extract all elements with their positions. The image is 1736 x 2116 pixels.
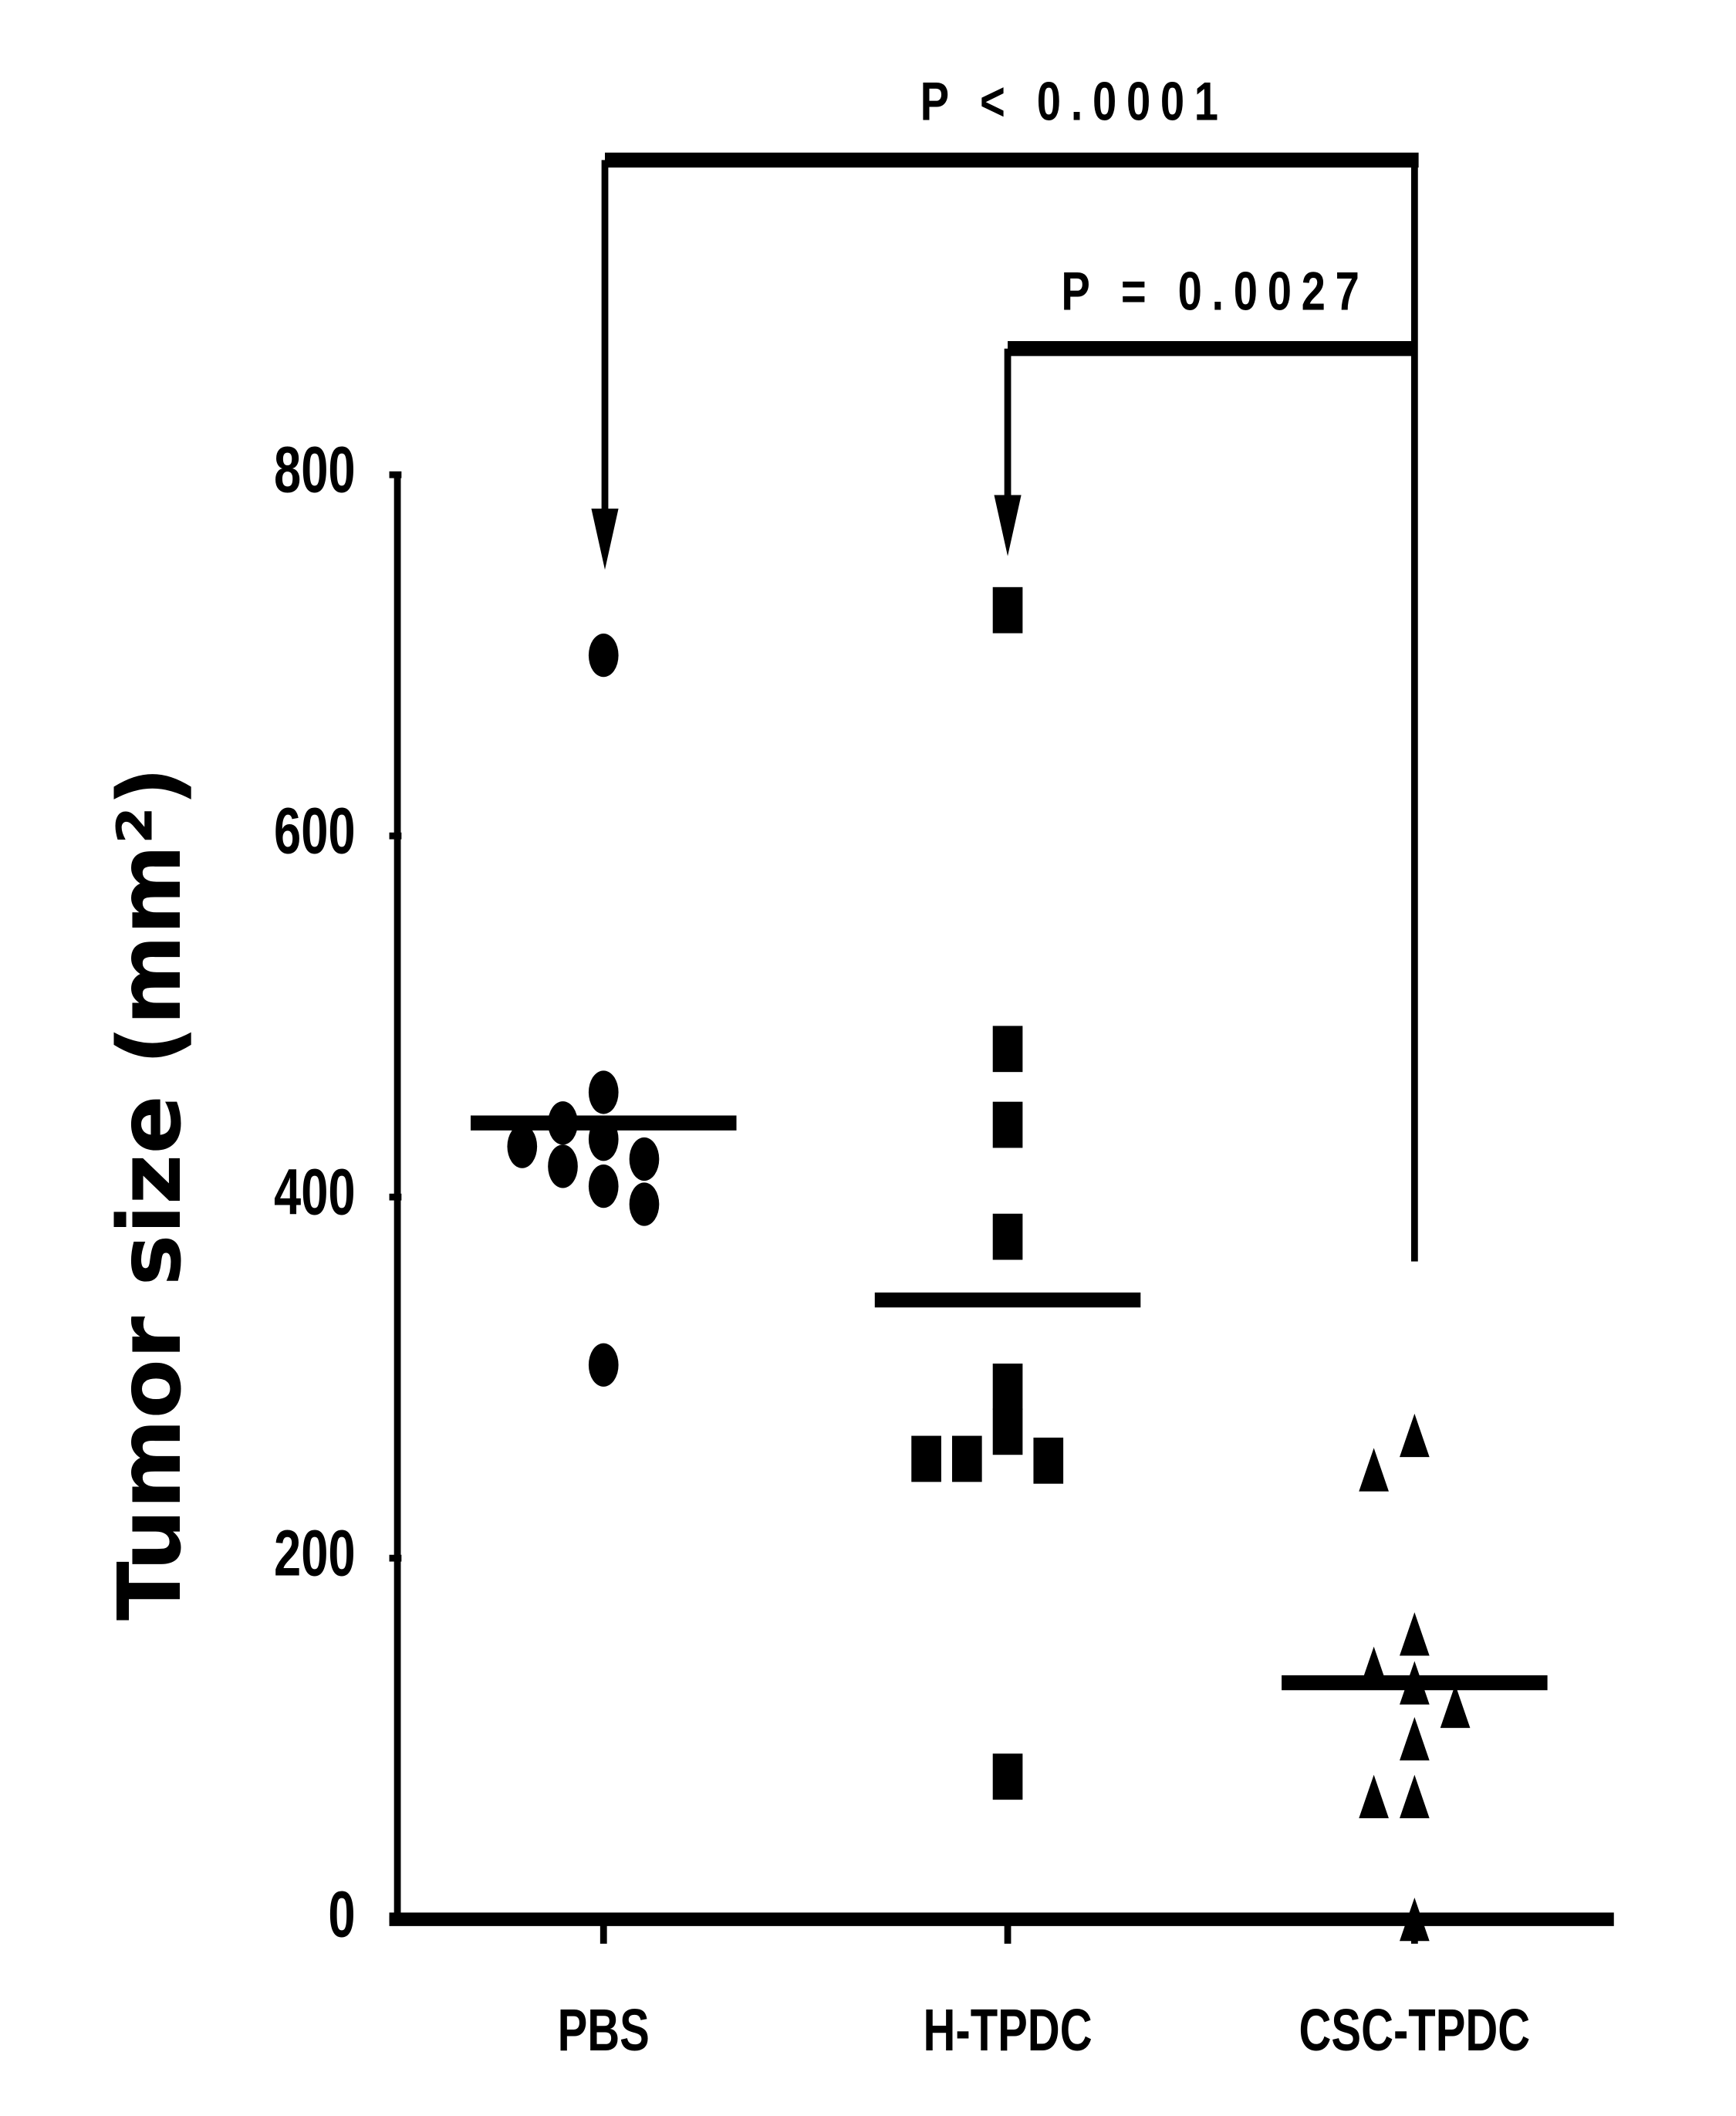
point bbox=[1359, 1774, 1389, 1819]
arrowhead bbox=[591, 509, 619, 570]
y-tick-label: 800 bbox=[274, 433, 356, 506]
point bbox=[548, 1144, 578, 1188]
point bbox=[588, 1164, 619, 1208]
y-tick-label: 400 bbox=[274, 1155, 356, 1229]
y-tick-label: 200 bbox=[274, 1516, 356, 1590]
arrowhead bbox=[994, 495, 1022, 556]
x-tick-label: H-TPDC bbox=[924, 1997, 1093, 2064]
point bbox=[911, 1435, 941, 1482]
significance-brackets bbox=[601, 152, 1419, 1262]
x-tick-label: CSC-TPDC bbox=[1299, 1997, 1531, 2064]
y-tick-label: 0 bbox=[328, 1877, 355, 1950]
y-tick-label: 600 bbox=[274, 794, 356, 867]
point bbox=[1033, 1437, 1064, 1484]
point bbox=[992, 1026, 1023, 1073]
annotation: P = 0.0027 bbox=[1061, 262, 1369, 322]
point bbox=[1400, 1898, 1430, 1942]
point bbox=[992, 1363, 1023, 1410]
point bbox=[1400, 1717, 1430, 1761]
point bbox=[588, 634, 619, 678]
point bbox=[1359, 1448, 1389, 1492]
point bbox=[1400, 1774, 1430, 1819]
point bbox=[992, 1213, 1023, 1260]
point bbox=[992, 586, 1023, 634]
annotation: P < 0.0001 bbox=[920, 72, 1228, 132]
point bbox=[951, 1435, 982, 1482]
point bbox=[588, 1070, 619, 1114]
point bbox=[1440, 1684, 1471, 1729]
x-tick-label: PBS bbox=[558, 1997, 650, 2064]
point bbox=[1400, 1612, 1430, 1656]
point bbox=[629, 1182, 660, 1226]
point bbox=[992, 1408, 1023, 1455]
point bbox=[992, 1101, 1023, 1148]
point bbox=[629, 1137, 660, 1181]
point bbox=[992, 1753, 1023, 1800]
y-axis-label: Tumor size (mm²) bbox=[100, 767, 201, 1621]
point bbox=[1400, 1413, 1430, 1458]
point bbox=[588, 1343, 619, 1387]
point bbox=[507, 1124, 538, 1168]
